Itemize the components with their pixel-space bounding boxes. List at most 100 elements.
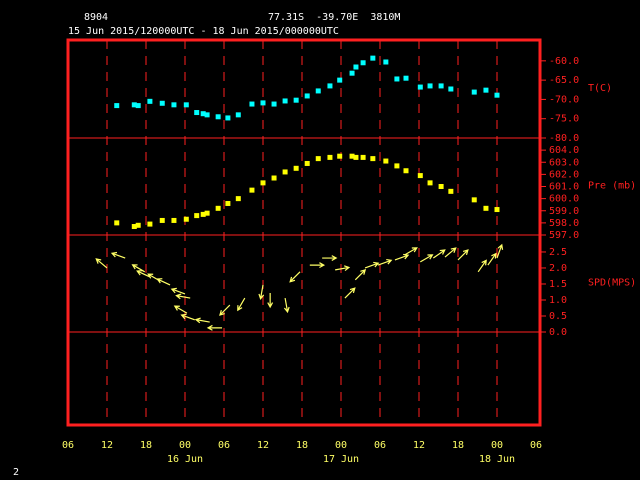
y-tick-label: 0.0 bbox=[549, 327, 567, 338]
y-tick-label: 2.5 bbox=[549, 247, 567, 258]
wind-arrow bbox=[237, 297, 246, 312]
data-point bbox=[183, 102, 189, 108]
y-tick-label: -65.0 bbox=[549, 75, 579, 86]
data-point bbox=[282, 169, 288, 175]
data-point bbox=[204, 112, 210, 118]
data-point bbox=[135, 222, 141, 228]
data-point bbox=[304, 93, 310, 99]
data-point bbox=[271, 175, 277, 181]
data-point bbox=[249, 101, 255, 107]
data-point bbox=[204, 210, 210, 216]
data-point bbox=[282, 98, 288, 104]
x-tick-label: 00 bbox=[491, 440, 503, 451]
data-point bbox=[225, 200, 231, 206]
wind-arrow bbox=[344, 287, 356, 299]
station-id: 8904 bbox=[84, 12, 108, 23]
wind-arrow bbox=[219, 304, 231, 316]
data-point bbox=[483, 205, 489, 211]
x-tick-label: 12 bbox=[413, 440, 425, 451]
data-point bbox=[370, 156, 376, 162]
y-tick-label: 603.0 bbox=[549, 157, 579, 168]
x-tick-label: 06 bbox=[530, 440, 542, 451]
wind-arrow bbox=[283, 297, 290, 314]
y-tick-label: -70.0 bbox=[549, 94, 579, 105]
data-point bbox=[383, 59, 389, 65]
data-point bbox=[215, 205, 221, 211]
y-tick-label: 602.0 bbox=[549, 169, 579, 180]
wind-arrow bbox=[173, 305, 188, 314]
data-point bbox=[494, 92, 500, 98]
y-tick-label: 598.0 bbox=[549, 218, 579, 229]
data-point bbox=[383, 158, 389, 164]
wind-arrow bbox=[309, 262, 326, 269]
data-point bbox=[353, 154, 359, 160]
page-number: 2 bbox=[13, 467, 19, 478]
x-tick-label: 18 bbox=[140, 440, 152, 451]
x-tick-label: 18 bbox=[296, 440, 308, 451]
data-point bbox=[171, 217, 177, 223]
day-label: 18 Jun bbox=[479, 454, 515, 465]
data-point bbox=[131, 102, 137, 108]
wind-arrow bbox=[354, 269, 367, 281]
data-point bbox=[260, 100, 266, 106]
x-tick-label: 06 bbox=[218, 440, 230, 451]
wind-arrow bbox=[377, 258, 393, 266]
wind-arrow bbox=[444, 247, 457, 258]
data-point bbox=[471, 89, 477, 95]
data-point bbox=[225, 115, 231, 121]
y-tick-label: 601.0 bbox=[549, 182, 579, 193]
data-point bbox=[394, 163, 400, 169]
data-point bbox=[403, 168, 409, 174]
y-tick-label: -75.0 bbox=[549, 114, 579, 125]
wind-arrow bbox=[289, 271, 301, 283]
data-point bbox=[327, 83, 333, 89]
wind-arrow bbox=[206, 324, 223, 331]
data-point bbox=[327, 154, 333, 160]
x-tick-label: 00 bbox=[179, 440, 191, 451]
data-point bbox=[315, 88, 321, 94]
data-point bbox=[370, 55, 376, 61]
x-tick-label: 12 bbox=[101, 440, 113, 451]
wind-arrow bbox=[170, 287, 186, 295]
x-tick-label: 12 bbox=[257, 440, 269, 451]
data-point bbox=[427, 83, 433, 89]
y-tick-label: 604.0 bbox=[549, 145, 579, 156]
data-point bbox=[494, 207, 500, 213]
data-point bbox=[417, 84, 423, 90]
y-tick-label: -80.0 bbox=[549, 133, 579, 144]
data-point bbox=[249, 187, 255, 193]
y-tick-label: 1.0 bbox=[549, 295, 567, 306]
data-point bbox=[403, 75, 409, 81]
data-point bbox=[131, 224, 137, 230]
y-tick-label: 597.0 bbox=[549, 230, 579, 241]
data-point bbox=[200, 111, 206, 117]
x-tick-label: 18 bbox=[452, 440, 464, 451]
data-point bbox=[349, 70, 355, 76]
station-location: 77.31S -39.70E 3810M bbox=[268, 12, 400, 23]
data-point bbox=[135, 103, 141, 109]
wind-arrow bbox=[496, 243, 504, 259]
wind-arrow bbox=[419, 254, 434, 263]
wind-arrow bbox=[267, 292, 274, 309]
wind-arrow bbox=[95, 258, 108, 269]
y-tick-label: 599.0 bbox=[549, 206, 579, 217]
day-label: 16 Jun bbox=[167, 454, 203, 465]
wind-arrow bbox=[394, 253, 410, 261]
wind-arrow bbox=[457, 249, 469, 261]
data-point bbox=[360, 60, 366, 66]
day-label: 17 Jun bbox=[323, 454, 359, 465]
data-point bbox=[200, 211, 206, 217]
time-range: 15 Jun 2015/120000UTC - 18 Jun 2015/0000… bbox=[68, 26, 339, 37]
data-point bbox=[260, 180, 266, 186]
data-point bbox=[360, 154, 366, 160]
y-tick-label: 2.0 bbox=[549, 263, 567, 274]
data-point bbox=[438, 184, 444, 189]
wind-arrow bbox=[180, 313, 195, 321]
y-axis-label: Pre (mb) bbox=[588, 181, 636, 192]
data-point bbox=[448, 188, 454, 194]
data-point bbox=[183, 216, 189, 222]
wind-arrow bbox=[477, 259, 487, 273]
wind-arrow bbox=[110, 251, 126, 259]
data-point bbox=[114, 103, 120, 109]
